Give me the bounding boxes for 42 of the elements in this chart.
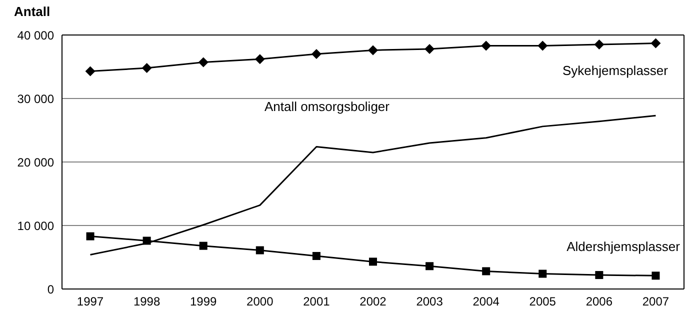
x-tick-label: 2001 [303, 294, 330, 309]
point [482, 267, 490, 276]
point [369, 258, 377, 266]
y-tick-label: 20 000 [17, 155, 54, 170]
x-tick-label: 2002 [360, 294, 387, 309]
point [594, 40, 604, 50]
y-tick-label: 40 000 [17, 28, 54, 42]
y-tick-label: 0 [47, 282, 54, 296]
point [85, 66, 96, 76]
point [142, 236, 151, 245]
point [538, 40, 548, 51]
point [312, 252, 320, 260]
point [256, 246, 264, 254]
point [424, 44, 435, 54]
point [368, 45, 378, 56]
point [198, 57, 208, 68]
x-tick-label: 1998 [133, 294, 160, 309]
point [538, 270, 547, 278]
point [595, 271, 604, 280]
series-label: Aldershjemsplasser [566, 238, 680, 255]
x-tick-label: 2003 [416, 294, 444, 309]
series-label: Sykehjemsplasser [562, 62, 668, 79]
point [650, 38, 661, 48]
point [142, 63, 152, 74]
point [254, 54, 265, 64]
x-tick-label: 2004 [472, 294, 500, 309]
point [199, 242, 208, 250]
x-tick-label: 1999 [190, 294, 218, 309]
point [426, 262, 434, 270]
y-axis-title: Antall [14, 4, 50, 19]
point [481, 40, 492, 51]
y-tick-label: 30 000 [17, 92, 54, 106]
x-tick-label: 2005 [529, 294, 556, 309]
point [86, 232, 94, 240]
x-tick-label: 2007 [642, 294, 670, 309]
text: Antall omsorgsboliger [263, 98, 390, 115]
x-tick-label: 2000 [246, 294, 274, 309]
y-tick-label: 10 000 [17, 218, 54, 233]
point [652, 272, 660, 280]
x-tick-label: 2006 [586, 294, 613, 309]
point [311, 49, 322, 60]
x-tick-label: 1997 [76, 294, 104, 309]
